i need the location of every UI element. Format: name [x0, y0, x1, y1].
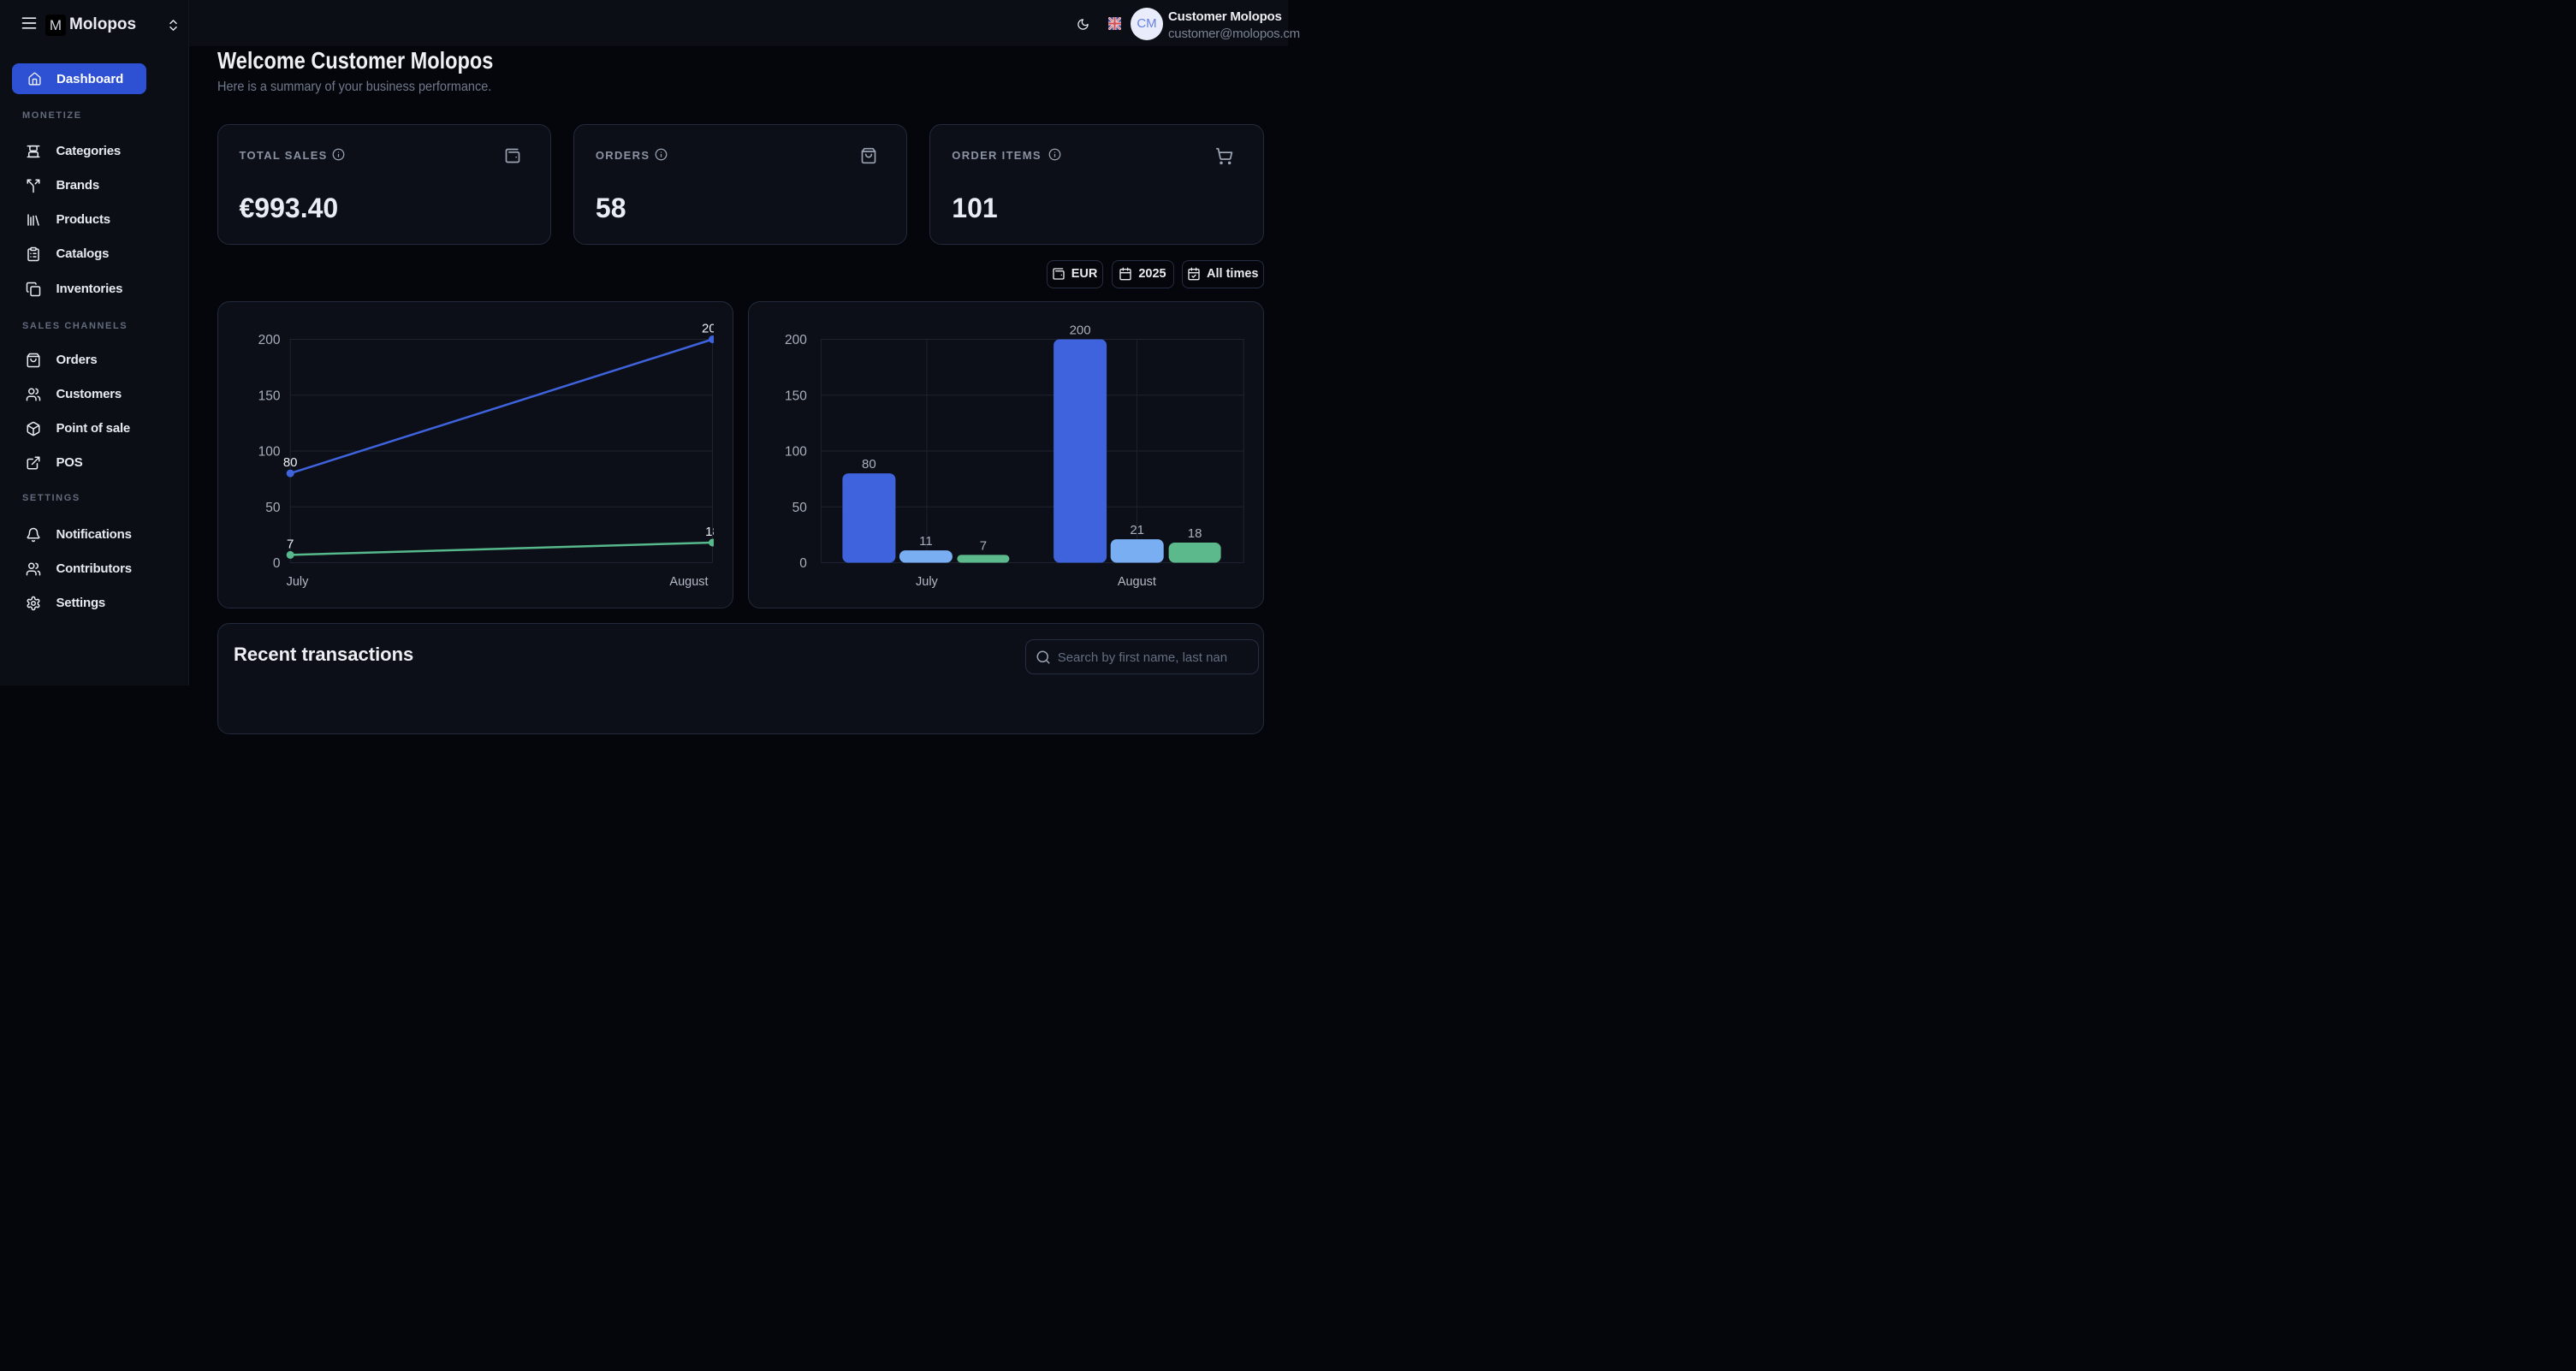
svg-text:200: 200	[785, 333, 807, 347]
svg-text:200: 200	[258, 333, 280, 347]
svg-text:100: 100	[258, 445, 280, 460]
svg-text:200: 200	[701, 322, 713, 336]
svg-text:0: 0	[272, 556, 280, 571]
svg-text:150: 150	[785, 389, 807, 403]
svg-text:200: 200	[1069, 323, 1090, 338]
svg-text:0: 0	[799, 556, 807, 571]
svg-text:150: 150	[258, 389, 280, 403]
svg-text:August: August	[1117, 575, 1155, 589]
svg-text:7: 7	[979, 538, 986, 553]
svg-text:August: August	[669, 575, 708, 589]
svg-text:July: July	[286, 575, 309, 589]
svg-text:11: 11	[919, 534, 933, 549]
svg-text:7: 7	[287, 537, 294, 552]
svg-text:100: 100	[785, 445, 807, 460]
svg-text:21: 21	[1130, 523, 1144, 537]
svg-text:50: 50	[792, 501, 807, 515]
svg-text:80: 80	[282, 455, 297, 470]
svg-text:18: 18	[705, 525, 714, 539]
svg-text:July: July	[916, 575, 939, 589]
svg-text:50: 50	[265, 501, 281, 515]
svg-text:18: 18	[1187, 526, 1202, 541]
svg-text:80: 80	[862, 457, 876, 472]
